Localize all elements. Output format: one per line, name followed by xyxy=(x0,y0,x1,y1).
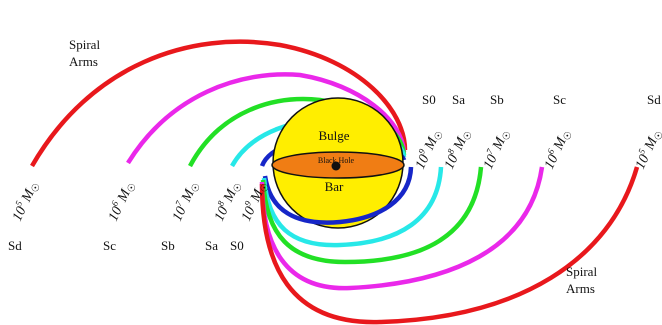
sun-symbol: ☉ xyxy=(29,182,43,195)
mass-base: 10 xyxy=(481,153,501,172)
mass-exponent: 6 xyxy=(109,199,120,208)
sun-symbol: ☉ xyxy=(561,130,575,143)
mass-base: 10 xyxy=(239,205,259,224)
mass-exponent: 9 xyxy=(242,199,253,208)
type-right-sa: Sa xyxy=(452,92,465,107)
mass-exponent: 5 xyxy=(636,147,647,156)
mass-exponent: 7 xyxy=(173,199,184,208)
sun-symbol: ☉ xyxy=(125,182,139,195)
type-left-s0: S0 xyxy=(230,238,244,253)
type-left-sa: Sa xyxy=(205,238,218,253)
mass-right-s0: 109M☉ xyxy=(410,126,446,173)
sun-symbol: ☉ xyxy=(231,182,245,195)
bulge-label: Bulge xyxy=(318,128,349,143)
mass-left-sc: 106M☉ xyxy=(103,178,139,225)
spiral-arms-bottom-line1: Spiral xyxy=(566,264,597,279)
arm-right-sa xyxy=(261,166,444,248)
mass-base: 10 xyxy=(633,153,653,172)
arm-right-sc xyxy=(259,166,545,291)
mass-base: 10 xyxy=(10,205,30,224)
mass-base: 10 xyxy=(542,153,562,172)
mass-exponent: 8 xyxy=(445,147,456,156)
type-left-sd: Sd xyxy=(8,238,22,253)
arm-left-sd xyxy=(30,39,408,168)
spiral-arms-top-label: Spiral Arms xyxy=(69,37,103,69)
black-hole-label: Black Hole xyxy=(318,156,355,165)
mass-base: 10 xyxy=(170,205,190,224)
mass-exponent: 7 xyxy=(484,147,495,156)
spiral-arms-top-line2: Arms xyxy=(69,54,98,69)
type-left-sb: Sb xyxy=(161,238,175,253)
type-right-sd: Sd xyxy=(647,92,661,107)
type-right-sb: Sb xyxy=(490,92,504,107)
mass-right-sb: 107M☉ xyxy=(478,126,514,173)
mass-right-sc: 106M☉ xyxy=(539,126,575,173)
mass-exponent: 5 xyxy=(13,199,24,208)
mass-base: 10 xyxy=(106,205,126,224)
sun-symbol: ☉ xyxy=(258,182,272,195)
bar-label: Bar xyxy=(325,179,344,194)
mass-left-sb: 107M☉ xyxy=(167,178,203,225)
type-right-s0: S0 xyxy=(422,92,436,107)
sun-symbol: ☉ xyxy=(500,130,514,143)
type-right-sc: Sc xyxy=(553,92,566,107)
type-left-sc: Sc xyxy=(103,238,116,253)
spiral-arms-bottom-label: Spiral Arms xyxy=(566,264,600,296)
mass-left-sd: 105M☉ xyxy=(7,178,43,225)
mass-base: 10 xyxy=(442,153,462,172)
arm-right-sb xyxy=(260,166,484,265)
mass-right-sd: 105M☉ xyxy=(630,126,662,173)
black-hole xyxy=(331,161,341,171)
mass-left-sa: 108M☉ xyxy=(209,178,245,225)
arm-right-s0 xyxy=(262,166,414,225)
mass-base: 10 xyxy=(212,205,232,224)
sun-symbol: ☉ xyxy=(189,182,203,195)
spiral-arms-top-line1: Spiral xyxy=(69,37,100,52)
spiral-arms-bottom-line2: Arms xyxy=(566,281,595,296)
sun-symbol: ☉ xyxy=(652,130,662,143)
arm-left-sc xyxy=(126,72,407,165)
sun-symbol: ☉ xyxy=(461,130,475,143)
sun-symbol: ☉ xyxy=(432,130,446,143)
mass-exponent: 8 xyxy=(215,199,226,208)
mass-right-sa: 108M☉ xyxy=(439,126,475,173)
arm-right-sd xyxy=(259,166,640,325)
mass-exponent: 6 xyxy=(545,147,556,156)
mass-base: 10 xyxy=(413,153,433,172)
mass-left-s0: 109M☉ xyxy=(236,178,272,225)
mass-exponent: 9 xyxy=(416,147,427,156)
